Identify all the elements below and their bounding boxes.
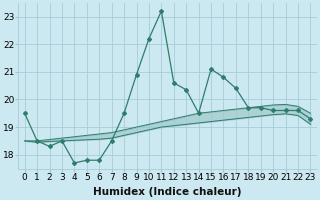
X-axis label: Humidex (Indice chaleur): Humidex (Indice chaleur) [93, 187, 242, 197]
